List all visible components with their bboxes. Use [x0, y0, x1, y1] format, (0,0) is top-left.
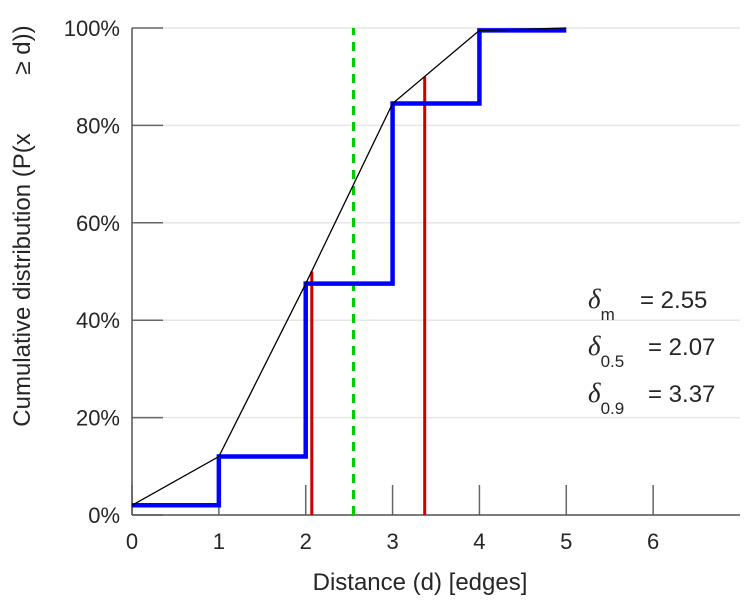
x-tick-label: 1: [213, 529, 225, 554]
y-tick-label: 60%: [76, 211, 120, 236]
x-tick-label: 2: [300, 529, 312, 554]
y-tick-label: 0%: [88, 503, 120, 528]
y-tick-label: 20%: [76, 406, 120, 431]
x-tick-label: 5: [560, 529, 572, 554]
x-tick-label: 3: [386, 529, 398, 554]
series: [131, 27, 567, 508]
annotation: δm= 2.55: [588, 284, 707, 324]
annotation: δ0.5= 2.07: [588, 331, 715, 371]
x-tick-label: 4: [473, 529, 485, 554]
y-tick-label: 80%: [76, 113, 120, 138]
annotations: δm= 2.55 δ0.5= 2.07 δ0.9= 3.37: [588, 284, 715, 418]
grid: [132, 27, 740, 516]
reference-lines: [310, 28, 427, 515]
x-tick-label: 6: [647, 529, 659, 554]
interpolated-series: [131, 27, 567, 506]
y-tick-label: 100%: [64, 16, 120, 41]
y-axis-label-continued: ≥ d)): [9, 25, 36, 74]
step-series: [132, 28, 567, 508]
y-tick-label: 40%: [76, 308, 120, 333]
x-axis-label: Distance (d) [edges]: [313, 569, 528, 596]
axes: [131, 27, 740, 516]
x-tick-label: 0: [126, 529, 138, 554]
tick-labels: 0% 20% 40% 60% 80% 100% 0 1 2 3 4 5 6: [64, 16, 660, 554]
y-axis-label: Cumulative distribution (P(x: [9, 133, 36, 426]
annotation: δ0.9= 3.37: [588, 378, 715, 418]
